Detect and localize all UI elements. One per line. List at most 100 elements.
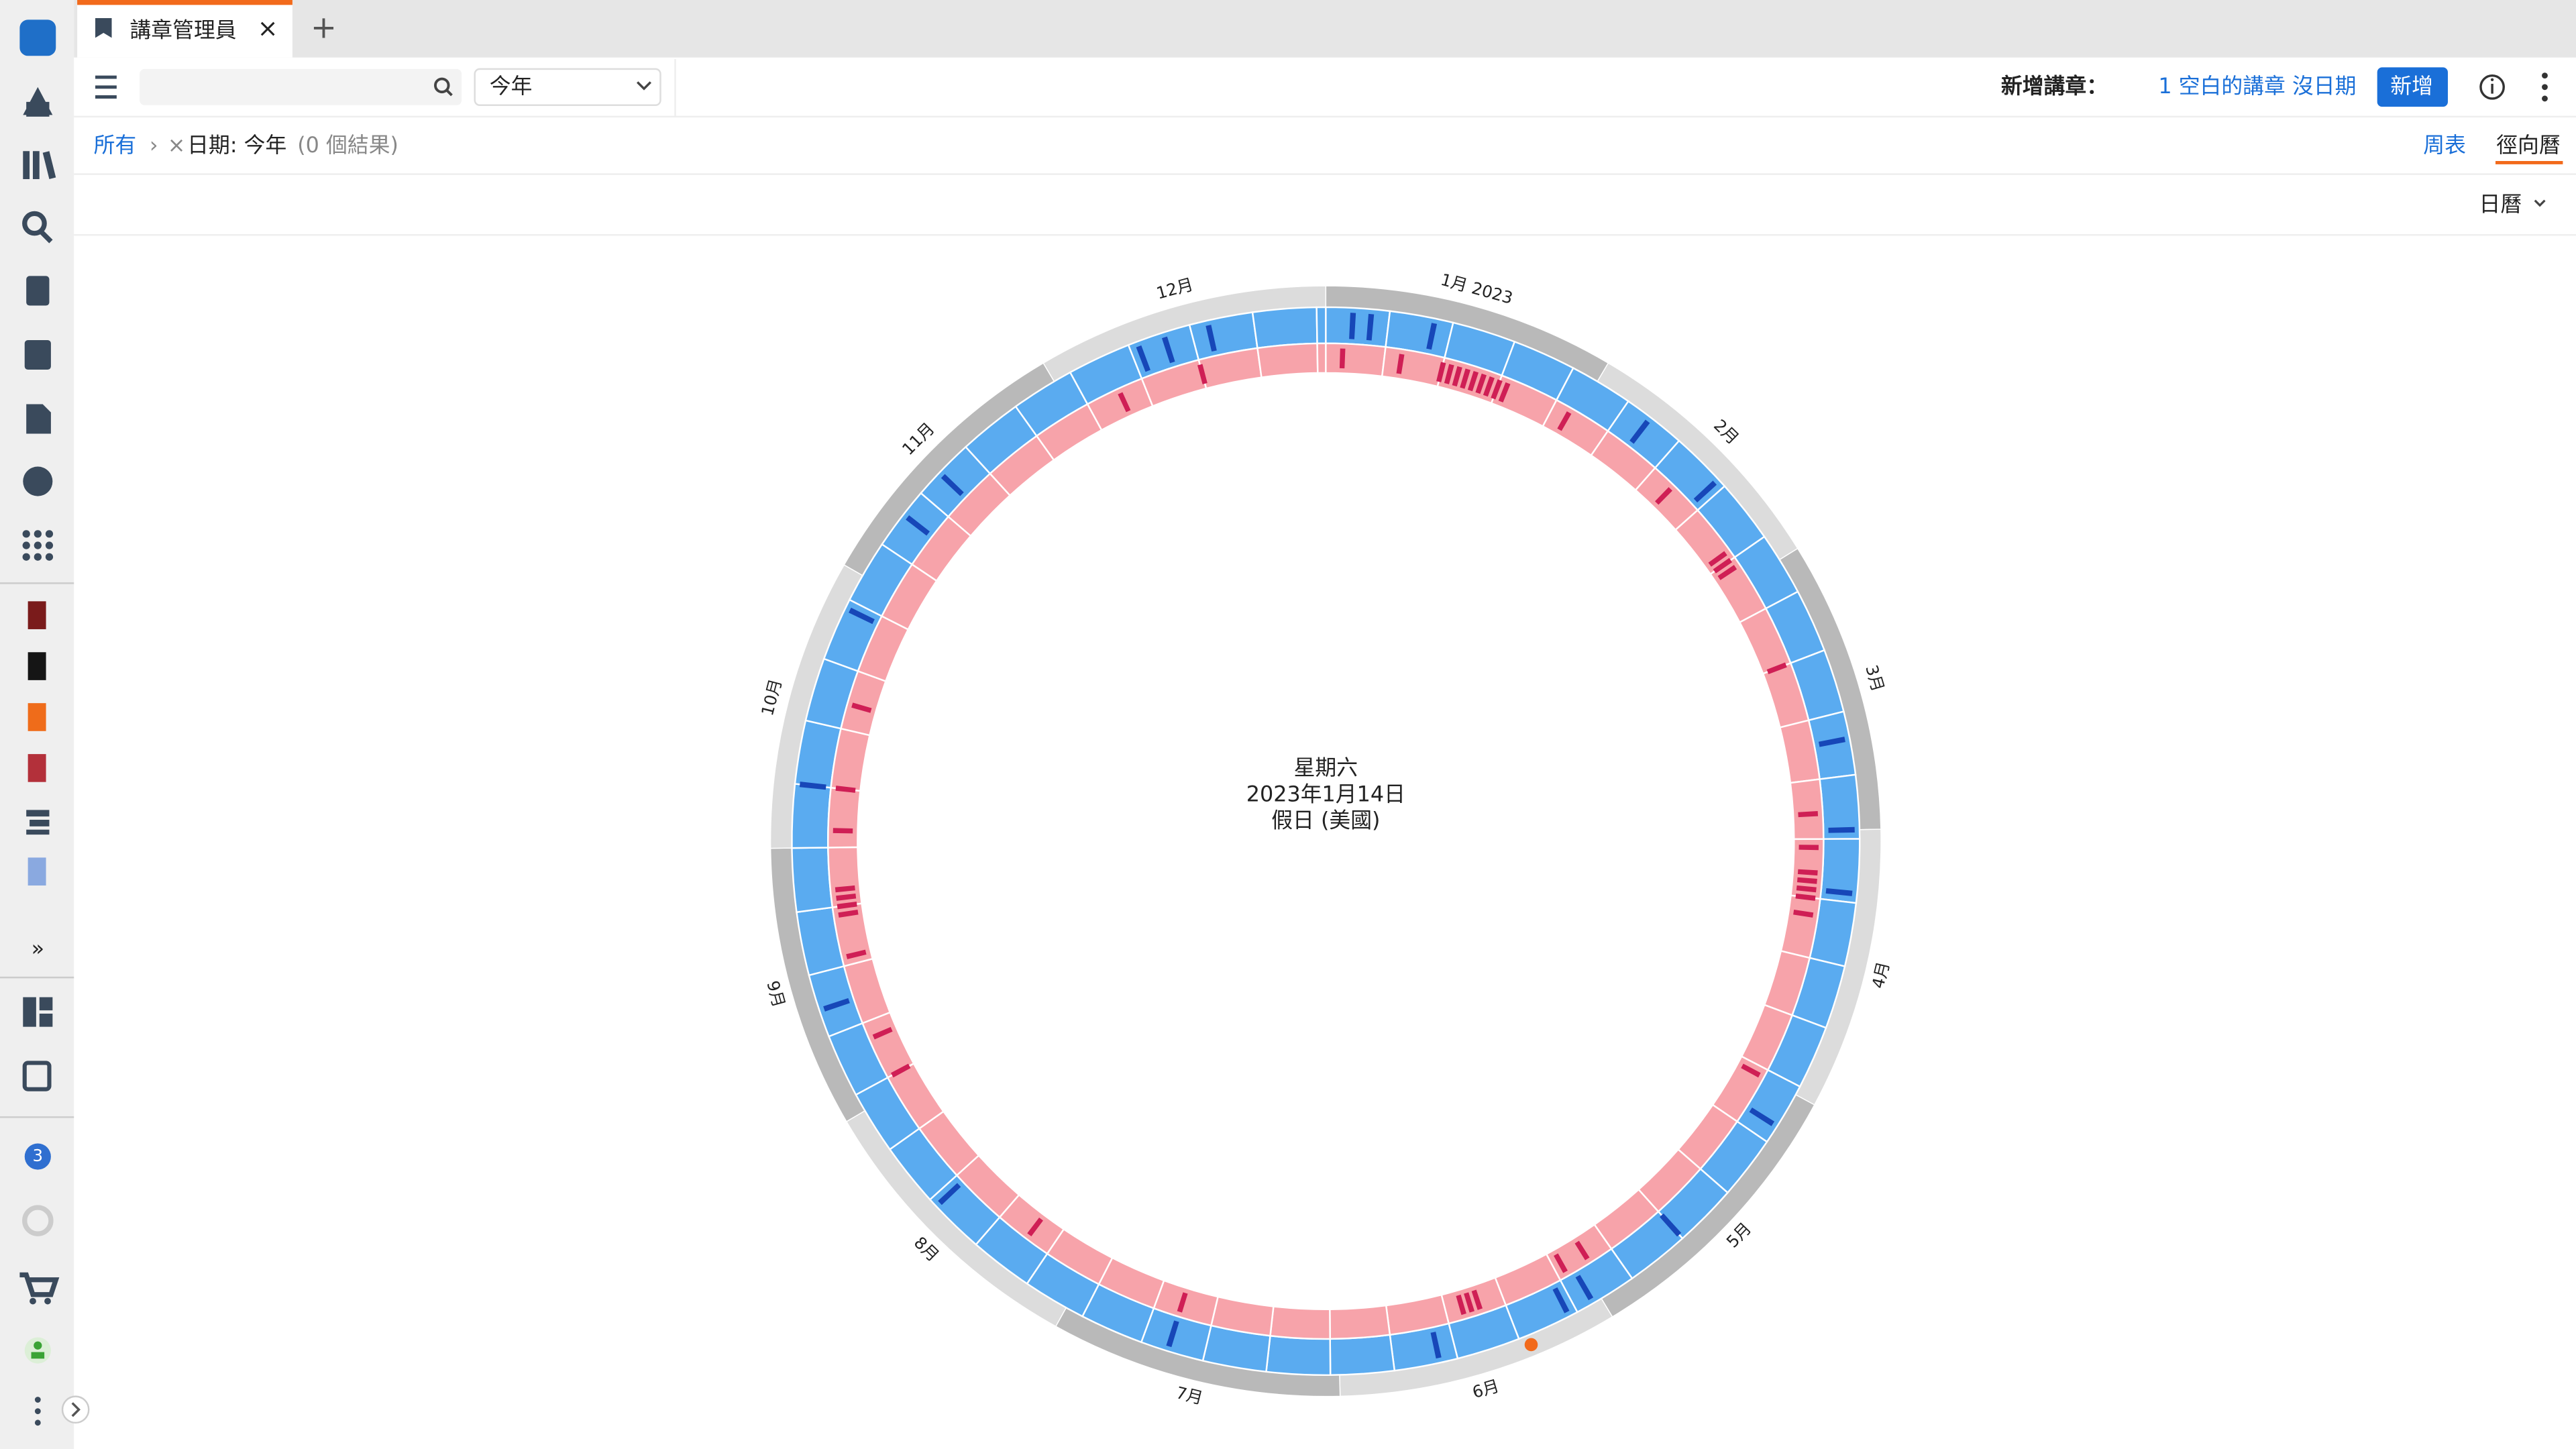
- app-logo[interactable]: [19, 19, 56, 56]
- week-segment: [1265, 1334, 1332, 1376]
- week-segment: [1316, 342, 1327, 374]
- event-mark: [1491, 379, 1503, 400]
- today-marker: [1524, 1338, 1538, 1352]
- menu-icon[interactable]: [95, 75, 117, 99]
- event-mark: [1660, 1213, 1682, 1237]
- week-segment: [1329, 1304, 1391, 1340]
- event-mark: [1717, 565, 1737, 580]
- event-mark: [1177, 1292, 1188, 1313]
- week-segment: [1316, 306, 1327, 345]
- book-icon[interactable]: [28, 857, 46, 885]
- range-dropdown[interactable]: [474, 68, 661, 106]
- event-mark: [1475, 373, 1487, 394]
- event-mark: [1766, 662, 1787, 675]
- event-mark: [1444, 364, 1454, 384]
- week-segment: [1325, 306, 1391, 348]
- filter-remove[interactable]: ×: [168, 132, 186, 158]
- shield-icon[interactable]: [23, 466, 53, 496]
- close-all-icon[interactable]: [22, 1061, 52, 1091]
- event-mark: [1136, 345, 1150, 372]
- event-mark: [1467, 371, 1479, 392]
- layout-icon[interactable]: [23, 997, 53, 1027]
- library-icon[interactable]: [23, 151, 56, 179]
- range-value: 今年: [490, 73, 533, 99]
- event-mark: [1464, 1292, 1474, 1313]
- event-mark: [1349, 313, 1356, 339]
- month-label: 9月: [763, 979, 789, 1010]
- apps-icon[interactable]: [22, 530, 54, 561]
- event-mark: [1554, 1253, 1568, 1273]
- home-icon[interactable]: [23, 87, 53, 117]
- event-mark: [1793, 910, 1814, 918]
- event-mark: [872, 1026, 893, 1040]
- badge-count: 3: [33, 1146, 44, 1165]
- cart-icon[interactable]: [19, 1272, 60, 1297]
- event-mark: [1799, 845, 1819, 851]
- book-icon[interactable]: [28, 652, 46, 680]
- event-mark: [849, 607, 875, 625]
- event-mark: [1749, 1108, 1775, 1126]
- book-icon[interactable]: [28, 754, 46, 782]
- check-icon[interactable]: [24, 339, 51, 370]
- event-mark: [1574, 1240, 1590, 1260]
- event-mark: [1430, 1332, 1442, 1359]
- week-segment: [827, 786, 861, 849]
- event-mark: [1027, 1218, 1043, 1237]
- blank-link[interactable]: 1 空白的講章 沒日期: [2158, 73, 2356, 99]
- event-mark: [941, 474, 964, 496]
- more-icon[interactable]: [34, 1397, 41, 1403]
- event-mark: [846, 949, 867, 959]
- new-tab[interactable]: +: [311, 9, 337, 46]
- center-holiday: 假日 (美國): [1271, 807, 1380, 833]
- notification-badge[interactable]: [24, 1143, 51, 1170]
- event-mark: [1118, 392, 1131, 413]
- event-mark: [1498, 382, 1511, 402]
- more-icon[interactable]: [2542, 72, 2548, 79]
- breadcrumb-root[interactable]: 所有: [94, 132, 137, 158]
- radial-view[interactable]: 徑向曆: [2496, 132, 2561, 158]
- book-icon[interactable]: [26, 810, 50, 835]
- event-mark: [835, 885, 855, 893]
- event-mark: [1452, 366, 1462, 387]
- event-mark: [1205, 325, 1217, 352]
- doc-icon[interactable]: [26, 404, 51, 434]
- sync-icon[interactable]: [22, 1205, 54, 1236]
- event-mark: [1797, 869, 1818, 876]
- search-input[interactable]: [140, 68, 462, 105]
- month-label: 12月: [1155, 274, 1195, 303]
- event-mark: [1460, 368, 1470, 389]
- search-icon[interactable]: [22, 211, 47, 236]
- book-icon[interactable]: [28, 703, 46, 731]
- info-icon[interactable]: [2479, 74, 2505, 100]
- event-mark: [1396, 354, 1405, 374]
- calendar-dropdown[interactable]: 日曆: [2479, 191, 2522, 217]
- new-label: 新增講章：: [2001, 73, 2108, 99]
- event-mark: [938, 1183, 961, 1205]
- week-segment: [1251, 306, 1318, 350]
- event-mark: [1818, 737, 1845, 747]
- expand-icon[interactable]: »: [32, 936, 44, 961]
- user-icon[interactable]: [24, 1337, 51, 1364]
- event-mark: [838, 910, 859, 918]
- event-mark: [1552, 1287, 1570, 1313]
- event-mark: [1483, 376, 1495, 397]
- breadcrumb-separator: ›: [150, 132, 158, 158]
- collapse-button[interactable]: [61, 1395, 90, 1424]
- add-doc-icon[interactable]: [26, 276, 50, 306]
- week-segment: [1325, 342, 1387, 378]
- event-mark: [1655, 487, 1672, 505]
- event-mark: [799, 782, 826, 790]
- book-icon[interactable]: [28, 601, 46, 629]
- result-count: (0 個結果): [297, 132, 398, 158]
- event-mark: [1557, 411, 1572, 431]
- tab-close[interactable]: ×: [258, 14, 278, 43]
- center-date: 2023年1月14日: [1246, 781, 1405, 806]
- event-mark: [1456, 1294, 1466, 1316]
- event-mark: [1795, 893, 1816, 901]
- add-button[interactable]: [2377, 67, 2448, 107]
- active-tab[interactable]: [77, 0, 292, 58]
- weekly-view[interactable]: 周表: [2423, 132, 2466, 158]
- week-segment: [1329, 1334, 1396, 1377]
